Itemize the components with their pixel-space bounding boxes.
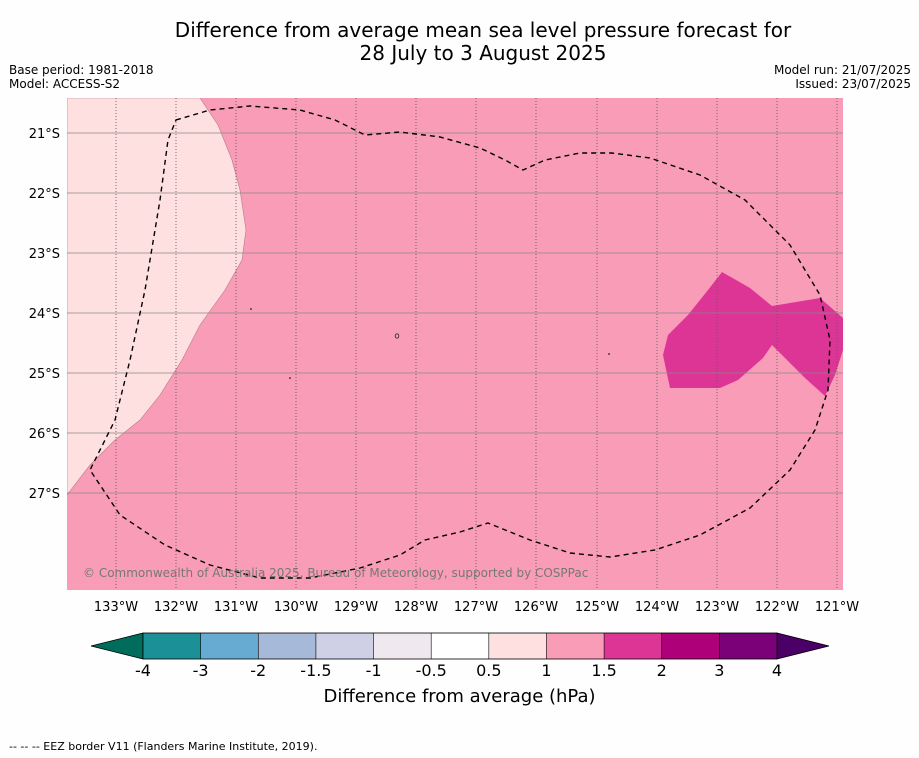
colorbar-label: -1: [366, 661, 382, 680]
eez-footnote: -- -- -- EEZ border V11 (Flanders Marine…: [9, 740, 318, 753]
colorbar-labels: -4 -3 -2 -1.5 -1 -0.5 0.5 1 1.5 2 3 4: [135, 661, 782, 680]
model-name: Model: ACCESS-S2: [9, 77, 121, 91]
base-period: Base period: 1981-2018: [9, 63, 154, 77]
colorbar-swatch: [604, 633, 663, 659]
colorbar-swatch: [431, 633, 490, 659]
lon-label: 124°W: [635, 600, 679, 615]
lon-label: 131°W: [214, 600, 258, 615]
colorbar-swatch: [373, 633, 432, 659]
island-marker: [608, 353, 610, 355]
lon-label: 121°W: [815, 600, 859, 615]
colorbar-swatch: [488, 633, 547, 659]
lat-label: 23°S: [29, 247, 60, 262]
colorbar-frame: [142, 632, 778, 660]
colorbar-under-arrow: [90, 632, 144, 660]
lat-tick-labels: 21°S 22°S 23°S 24°S 25°S 26°S 27°S: [29, 127, 60, 502]
anomaly-0-5-to-1-region: [67, 98, 247, 496]
colorbar-swatch: [258, 633, 317, 659]
colorbar-swatches: [143, 633, 778, 659]
colorbar-swatch: [200, 633, 259, 659]
lon-label: 127°W: [454, 600, 498, 615]
lon-label: 123°W: [695, 600, 739, 615]
issued-date: Issued: 23/07/2025: [795, 77, 911, 91]
title-line-2: 28 July to 3 August 2025: [359, 41, 607, 65]
lat-label: 25°S: [29, 367, 60, 382]
lon-label: 133°W: [94, 600, 138, 615]
lat-label: 21°S: [29, 127, 60, 142]
colorbar-label: 2: [657, 661, 667, 680]
colorbar-swatch: [143, 633, 201, 659]
meta-left: Base period: 1981-2018 Model: ACCESS-S2: [9, 63, 154, 91]
map-area: © Commonwealth of Australia 2025, Bureau…: [67, 98, 843, 590]
colorbar-label: 4: [772, 661, 782, 680]
colorbar-swatch: [546, 633, 605, 659]
lon-label: 122°W: [755, 600, 799, 615]
anomaly-1-5-to-2-region: [663, 272, 843, 396]
lon-tick-labels: 133°W 132°W 131°W 130°W 129°W 128°W 127°…: [94, 600, 859, 615]
graticule: [67, 98, 843, 590]
lat-label: 27°S: [29, 487, 60, 502]
colorbar-label: 3: [714, 661, 724, 680]
islands: [250, 308, 610, 379]
model-run: Model run: 21/07/2025: [773, 63, 911, 77]
colorbar: -4 -3 -2 -1.5 -1 -0.5 0.5 1 1.5 2 3 4: [90, 632, 830, 680]
colorbar-label: -1.5: [300, 661, 331, 680]
island-marker: [289, 377, 291, 379]
colorbar-title: Difference from average (hPa): [323, 686, 596, 707]
lon-label: 126°W: [514, 600, 558, 615]
map-title: Difference from average mean sea level p…: [0, 19, 919, 65]
lon-label: 132°W: [154, 600, 198, 615]
lon-label: 129°W: [334, 600, 378, 615]
lon-label: 128°W: [394, 600, 438, 615]
colorbar-label: -0.5: [416, 661, 447, 680]
lat-label: 26°S: [29, 427, 60, 442]
colorbar-label: 1.5: [591, 661, 616, 680]
lat-label: 24°S: [29, 307, 60, 322]
colorbar-label: -3: [193, 661, 209, 680]
meta-right: Model run: 21/07/2025 Issued: 23/07/2025: [774, 63, 911, 91]
island-marker: [250, 308, 252, 310]
island-marker: [394, 333, 400, 339]
colorbar-swatch: [719, 633, 778, 659]
colorbar-swatch: [661, 633, 720, 659]
colorbar-label: 1: [541, 661, 551, 680]
copyright-notice: © Commonwealth of Australia 2025, Bureau…: [83, 566, 588, 580]
lon-label: 125°W: [575, 600, 619, 615]
lon-label: 130°W: [274, 600, 318, 615]
colorbar-swatch: [315, 633, 374, 659]
eez-border: [89, 105, 831, 579]
title-line-1: Difference from average mean sea level p…: [174, 18, 792, 42]
colorbar-label: -4: [135, 661, 151, 680]
colorbar-over-arrow: [776, 632, 830, 660]
colorbar-label: 0.5: [476, 661, 501, 680]
colorbar-label: -2: [250, 661, 266, 680]
lat-label: 22°S: [29, 187, 60, 202]
